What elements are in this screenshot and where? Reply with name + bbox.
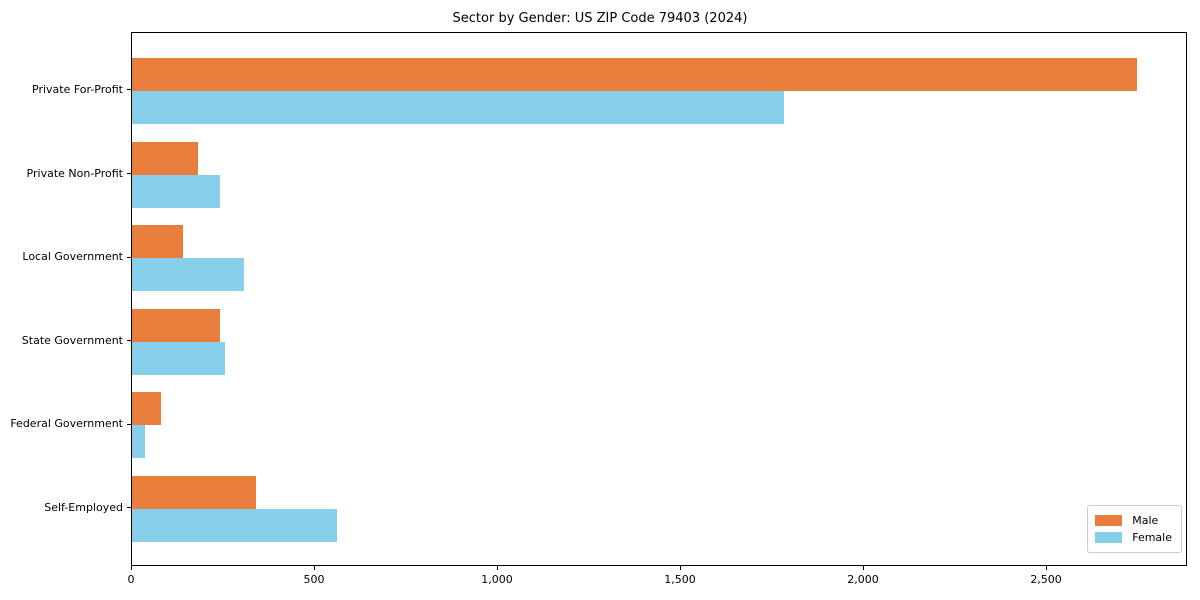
bar-female-state-government — [132, 341, 226, 375]
x-tick-2000 — [862, 566, 864, 570]
y-tick-local-government — [127, 256, 131, 258]
bar-female-private-non-profit — [132, 174, 220, 208]
female-legend-label: Female — [1132, 531, 1172, 544]
y-label-private-for-profit: Private For-Profit — [32, 82, 123, 96]
bar-male-private-for-profit — [132, 57, 1137, 91]
bar-male-self-employed — [132, 475, 257, 509]
plot-area: Male Female — [131, 32, 1187, 566]
bar-female-local-government — [132, 258, 244, 292]
x-tick-1500 — [679, 566, 681, 570]
legend-entry-male: Male — [1095, 512, 1172, 529]
bar-male-state-government — [132, 308, 220, 342]
y-tick-private-non-profit — [127, 173, 131, 175]
y-tick-state-government — [127, 340, 131, 342]
x-tick-2500 — [1045, 566, 1047, 570]
x-tick-label-2500: 2,500 — [1030, 573, 1062, 586]
bar-female-private-for-profit — [132, 90, 784, 124]
male-legend-swatch — [1095, 515, 1123, 526]
y-tick-private-for-profit — [127, 89, 131, 91]
bar-male-federal-government — [132, 392, 162, 426]
bar-male-private-non-profit — [132, 141, 198, 175]
x-tick-label-1500: 1,500 — [664, 573, 696, 586]
legend-entry-female: Female — [1095, 529, 1172, 546]
y-label-private-non-profit: Private Non-Profit — [26, 166, 123, 180]
chart-title: Sector by Gender: US ZIP Code 79403 (202… — [452, 11, 748, 26]
bar-female-self-employed — [132, 508, 337, 542]
y-label-state-government: State Government — [21, 333, 123, 347]
bar-female-federal-government — [132, 425, 145, 459]
x-tick-label-1000: 1,000 — [481, 573, 513, 586]
legend: Male Female — [1087, 505, 1182, 553]
y-tick-self-employed — [127, 507, 131, 509]
x-tick-500 — [313, 566, 315, 570]
x-tick-label-2000: 2,000 — [847, 573, 879, 586]
male-legend-label: Male — [1132, 514, 1159, 527]
y-label-federal-government: Federal Government — [10, 417, 123, 431]
y-label-self-employed: Self-Employed — [44, 500, 123, 514]
bar-male-local-government — [132, 225, 184, 259]
x-tick-1000 — [496, 566, 498, 570]
y-label-local-government: Local Government — [22, 250, 123, 264]
female-legend-swatch — [1095, 532, 1123, 543]
y-tick-federal-government — [127, 423, 131, 425]
x-tick-0 — [130, 566, 132, 570]
x-tick-label-500: 500 — [303, 573, 325, 586]
x-tick-label-0: 0 — [127, 573, 135, 586]
